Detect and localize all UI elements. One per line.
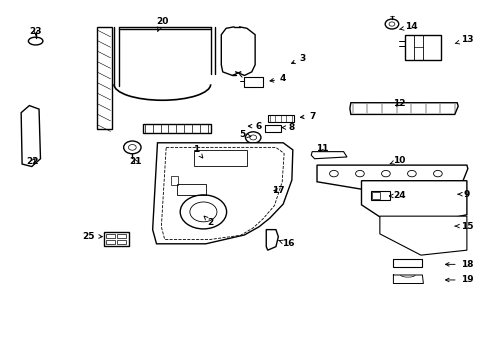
Text: 3: 3 [291,54,305,64]
Bar [97,27,111,129]
Bar [404,35,440,60]
Text: 1: 1 [193,145,203,158]
Text: 19: 19 [445,275,472,284]
Bar [106,234,115,238]
Text: 7: 7 [300,112,315,121]
Polygon shape [265,230,278,250]
Polygon shape [152,143,292,244]
Bar [117,239,126,244]
Bar [244,77,263,87]
Text: 16: 16 [278,239,294,248]
Bar [106,239,115,244]
Polygon shape [349,103,457,114]
Bar [371,192,379,199]
Polygon shape [379,216,466,255]
Bar [267,115,294,122]
Text: 24: 24 [389,192,405,201]
Text: 11: 11 [315,144,327,153]
Text: 25: 25 [82,231,102,240]
Text: 10: 10 [389,156,405,165]
Text: 4: 4 [269,75,286,84]
Text: 12: 12 [392,99,405,108]
Bar [177,184,205,195]
Text: 21: 21 [129,157,142,166]
Text: 22: 22 [26,157,39,166]
Bar [193,150,246,166]
Text: 15: 15 [454,221,472,230]
Bar [142,124,210,133]
Text: 5: 5 [239,130,250,139]
Bar [393,259,422,267]
Polygon shape [361,181,466,223]
Bar [104,233,129,246]
Polygon shape [310,152,346,159]
Text: 2: 2 [203,216,213,227]
Text: 23: 23 [29,27,42,36]
Bar [171,176,178,185]
Bar [265,125,280,132]
Text: 6: 6 [248,122,262,131]
Text: 20: 20 [156,17,168,31]
Text: 9: 9 [457,190,469,199]
Text: 8: 8 [282,123,294,132]
Text: 17: 17 [271,186,284,195]
Bar [370,192,389,200]
Bar [117,234,126,238]
Text: 13: 13 [454,36,472,45]
Text: 18: 18 [445,260,472,269]
Polygon shape [21,105,41,167]
Polygon shape [316,165,467,191]
Text: 14: 14 [399,22,417,31]
